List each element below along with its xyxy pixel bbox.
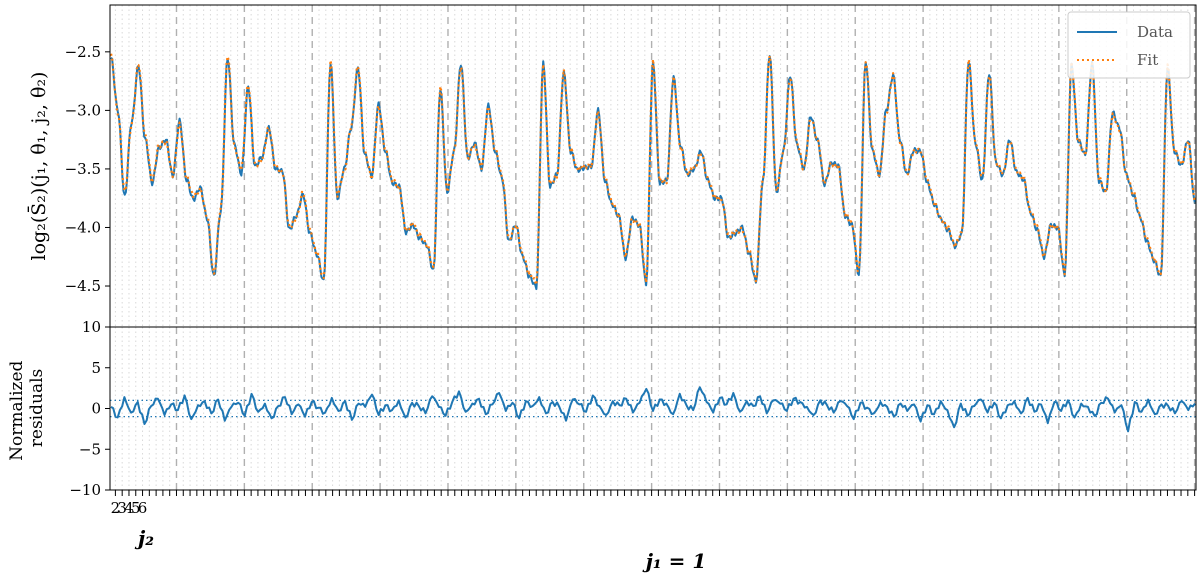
top-series-group bbox=[109, 53, 1197, 291]
bottom-y-ticks: 10 5 0 −5 −10 bbox=[69, 318, 110, 499]
y-tick-label: 10 bbox=[82, 318, 101, 336]
minor-x-axis-label: j₂ bbox=[134, 526, 154, 550]
bottom-y-axis-label-line-2: residuals bbox=[27, 369, 47, 447]
major-x-axis-label: j₁ = 1 bbox=[642, 549, 707, 573]
legend-box bbox=[1067, 11, 1191, 79]
bottom-y-axis-label-line-1: Normalized bbox=[7, 360, 27, 460]
y-tick-label: 5 bbox=[91, 359, 101, 377]
legend: Data Fit bbox=[1067, 11, 1191, 79]
top-grid bbox=[114, 5, 1196, 327]
x-tick-label: 3 bbox=[117, 499, 127, 517]
bottom-series-group bbox=[110, 386, 1196, 433]
y-tick-label: −4.5 bbox=[65, 277, 101, 295]
y-tick-label: −3.0 bbox=[65, 101, 101, 119]
x-ticks bbox=[114, 490, 1196, 496]
y-tick-label: −4.0 bbox=[65, 218, 101, 236]
legend-fit-label: Fit bbox=[1137, 51, 1158, 69]
top-y-ticks: −2.5 −3.0 −3.5 −4.0 −4.5 bbox=[65, 43, 110, 295]
y-tick-label: −10 bbox=[69, 481, 101, 499]
y-tick-label: 0 bbox=[91, 400, 101, 418]
top-y-axis-label: log₂(S̄₂)(j₁, θ₁, j₂, θ₂) bbox=[27, 72, 50, 261]
y-tick-label: −5 bbox=[79, 440, 101, 458]
bottom-grid bbox=[114, 327, 1196, 490]
x-tick-label: 2 bbox=[111, 499, 121, 517]
bottom-y-axis-label: Normalized residuals bbox=[7, 355, 47, 461]
y-tick-label: −3.5 bbox=[65, 160, 101, 178]
residual-series-line bbox=[110, 386, 1196, 433]
series-line-fit bbox=[109, 53, 1197, 286]
x-tick-label: 5 bbox=[131, 499, 141, 517]
residual-reference-lines bbox=[110, 399, 1196, 418]
legend-data-label: Data bbox=[1137, 23, 1173, 41]
x-tick-label: 4 bbox=[124, 499, 134, 517]
x-tick-label: 6 bbox=[138, 499, 148, 517]
y-tick-label: −2.5 bbox=[65, 43, 101, 61]
